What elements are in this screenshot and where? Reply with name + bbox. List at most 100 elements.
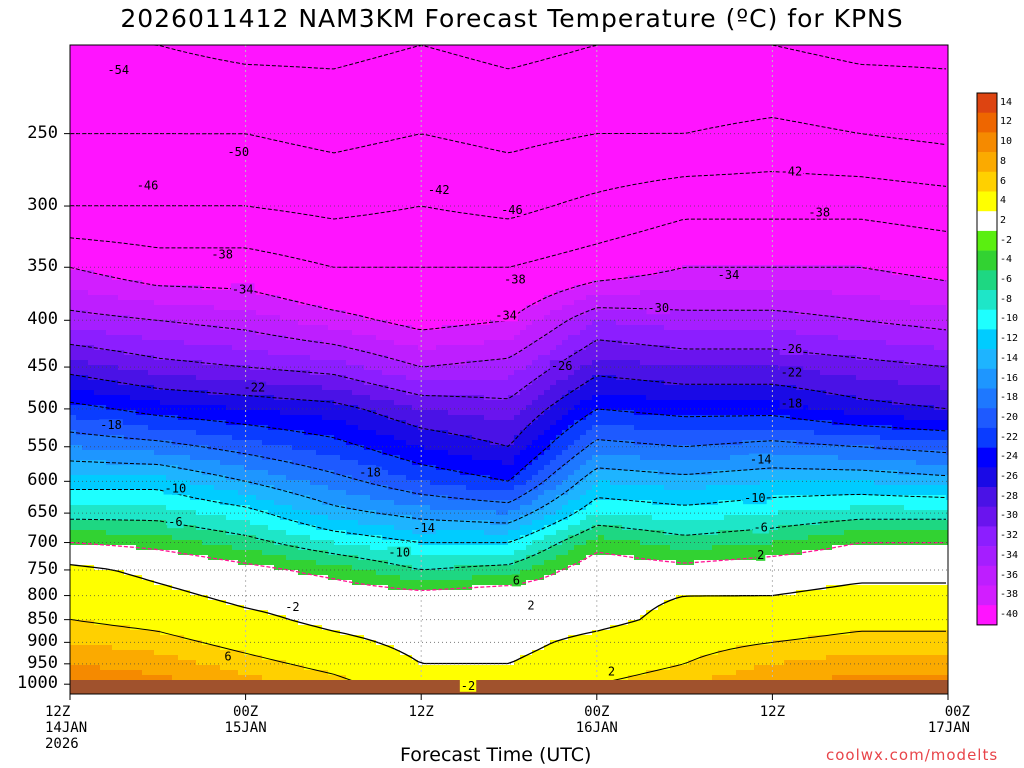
field-cell <box>94 250 101 256</box>
field-cell <box>292 550 299 556</box>
field-cell <box>100 255 107 261</box>
field-cell <box>118 385 125 391</box>
field-cell <box>118 610 125 616</box>
field-cell <box>280 420 287 426</box>
field-cell <box>202 45 209 51</box>
field-cell <box>154 470 161 476</box>
field-cell <box>196 385 203 391</box>
field-cell <box>136 625 143 631</box>
field-cell <box>166 280 173 286</box>
field-cell <box>274 535 281 541</box>
field-cell <box>196 565 203 571</box>
field-cell <box>268 60 275 66</box>
field-cell <box>70 175 77 181</box>
field-cell <box>202 205 209 211</box>
field-cell <box>196 485 203 491</box>
field-cell <box>94 285 101 291</box>
field-cell <box>190 480 197 486</box>
field-cell <box>124 510 131 516</box>
field-cell <box>112 635 119 641</box>
field-cell <box>244 360 251 366</box>
field-cell <box>202 90 209 96</box>
field-cell <box>100 580 107 586</box>
field-cell <box>88 215 95 221</box>
field-cell <box>76 370 83 376</box>
field-cell <box>274 145 281 151</box>
field-cell <box>148 350 155 356</box>
field-cell <box>226 530 233 536</box>
field-cell <box>244 485 251 491</box>
field-cell <box>100 95 107 101</box>
field-cell <box>160 145 167 151</box>
field-cell <box>274 520 281 526</box>
field-cell <box>190 600 197 606</box>
field-cell <box>262 440 269 446</box>
field-cell <box>172 455 179 461</box>
field-cell <box>70 650 77 656</box>
field-cell <box>280 150 287 156</box>
field-cell <box>202 405 209 411</box>
field-cell <box>82 365 89 371</box>
field-cell <box>202 615 209 621</box>
field-cell <box>190 365 197 371</box>
field-cell <box>136 335 143 341</box>
field-cell <box>238 645 245 651</box>
field-cell <box>226 195 233 201</box>
field-cell <box>238 135 245 141</box>
field-cell <box>106 285 113 291</box>
field-cell <box>238 375 245 381</box>
field-cell <box>226 640 233 646</box>
field-cell <box>244 455 251 461</box>
field-cell <box>148 195 155 201</box>
field-cell <box>76 120 83 126</box>
field-cell <box>118 360 125 366</box>
field-cell <box>166 275 173 281</box>
field-cell <box>292 385 299 391</box>
field-cell <box>142 510 149 516</box>
field-cell <box>196 575 203 581</box>
field-cell <box>172 385 179 391</box>
field-cell <box>136 630 143 636</box>
field-cell <box>268 340 275 346</box>
field-cell <box>208 500 215 506</box>
field-cell <box>292 100 299 106</box>
field-cell <box>202 675 209 680</box>
field-cell <box>106 125 113 131</box>
field-cell <box>202 155 209 161</box>
field-cell <box>148 660 155 666</box>
field-cell <box>112 340 119 346</box>
field-cell <box>250 110 257 116</box>
field-cell <box>256 560 263 566</box>
field-cell <box>220 70 227 76</box>
field-cell <box>82 355 89 361</box>
field-cell <box>166 335 173 341</box>
field-cell <box>94 660 101 666</box>
field-cell <box>106 575 113 581</box>
field-cell <box>208 305 215 311</box>
field-cell <box>124 505 131 511</box>
field-cell <box>244 550 251 556</box>
field-cell <box>184 370 191 376</box>
field-cell <box>70 615 77 621</box>
field-cell <box>166 675 173 680</box>
field-cell <box>190 415 197 421</box>
field-cell <box>184 675 191 680</box>
field-cell <box>142 585 149 591</box>
field-cell <box>232 355 239 361</box>
field-cell <box>142 340 149 346</box>
field-cell <box>268 290 275 296</box>
field-cell <box>172 170 179 176</box>
field-cell <box>220 480 227 486</box>
field-cell <box>274 355 281 361</box>
field-cell <box>130 180 137 186</box>
field-cell <box>88 150 95 156</box>
field-cell <box>202 365 209 371</box>
field-cell <box>184 520 191 526</box>
field-cell <box>274 270 281 276</box>
field-cell <box>184 170 191 176</box>
field-cell <box>208 300 215 306</box>
field-cell <box>292 390 299 396</box>
field-cell <box>202 295 209 301</box>
field-cell <box>166 75 173 81</box>
field-cell <box>118 640 125 646</box>
